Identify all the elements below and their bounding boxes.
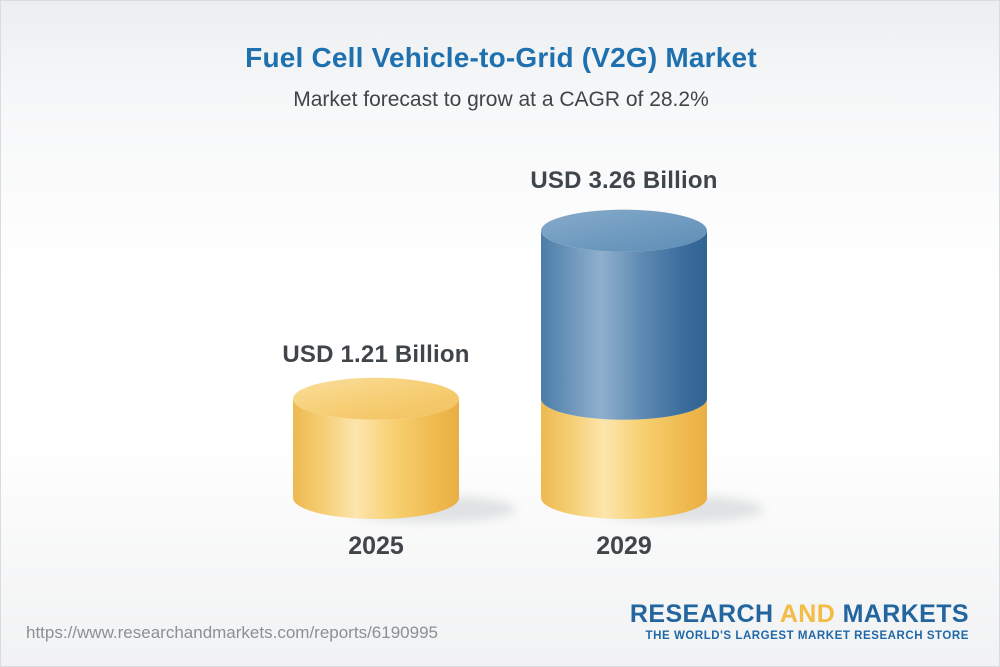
value-label-2029: USD 3.26 Billion	[530, 167, 718, 194]
logo-word-markets: MARKETS	[842, 600, 969, 628]
brand-logo-wordmark: RESEARCH AND MARKETS	[630, 602, 969, 627]
brand-logo: RESEARCH AND MARKETS THE WORLD'S LARGEST…	[630, 602, 969, 643]
chart-title: Fuel Cell Vehicle-to-Grid (V2G) Market	[245, 42, 757, 73]
source-url: https://www.researchandmarkets.com/repor…	[26, 623, 438, 642]
bar-segment-base	[541, 398, 707, 519]
logo-word-research: RESEARCH	[629, 600, 774, 628]
brand-tagline: THE WORLD'S LARGEST MARKET RESEARCH STOR…	[645, 630, 969, 642]
bar-top-face	[541, 209, 707, 252]
bar-top-face	[293, 377, 459, 420]
chart-subtitle: Market forecast to grow at a CAGR of 28.…	[293, 88, 709, 111]
bar-cylinder-2025	[293, 377, 516, 522]
x-tick-label-2029: 2029	[596, 532, 652, 560]
bar-cylinder-2029	[541, 209, 764, 522]
logo-word-and: AND	[779, 600, 836, 628]
value-label-2025: USD 1.21 Billion	[282, 341, 470, 368]
bar-segment-growth	[541, 230, 707, 420]
bar-segment-base	[293, 398, 459, 519]
x-tick-label-2025: 2025	[348, 532, 404, 560]
